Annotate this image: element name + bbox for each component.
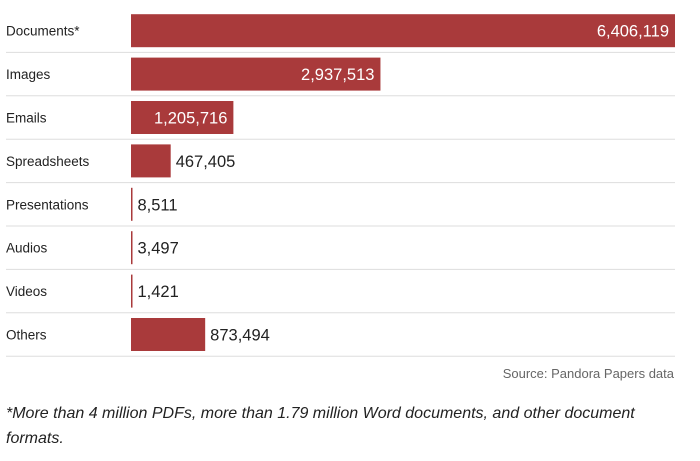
value-label: 2,937,513	[301, 66, 374, 84]
source-note: Source: Pandora Papers data	[502, 366, 674, 381]
bar	[131, 318, 206, 351]
value-label: 1,205,716	[154, 110, 227, 128]
bar	[131, 274, 133, 308]
category-label: Images	[6, 67, 51, 82]
category-label: Audios	[6, 241, 48, 256]
footnote: *More than 4 million PDFs, more than 1.7…	[6, 405, 635, 447]
category-label: Emails	[6, 111, 47, 126]
category-label: Videos	[6, 284, 47, 299]
bar	[131, 57, 381, 91]
category-label: Spreadsheets	[6, 154, 90, 169]
category-label: Others	[6, 328, 47, 343]
value-label: 6,406,119	[597, 23, 669, 41]
bar	[131, 14, 675, 48]
value-label: 3,497	[138, 240, 179, 258]
bar	[131, 144, 171, 178]
bar	[131, 187, 133, 221]
bar	[131, 231, 133, 265]
bar	[131, 101, 234, 134]
category-label: Documents*	[6, 24, 80, 39]
category-label: Presentations	[6, 197, 89, 212]
value-label: 873,494	[210, 327, 270, 345]
value-label: 467,405	[176, 153, 236, 171]
value-label: 1,421	[138, 283, 179, 301]
value-label: 8,511	[138, 196, 178, 214]
